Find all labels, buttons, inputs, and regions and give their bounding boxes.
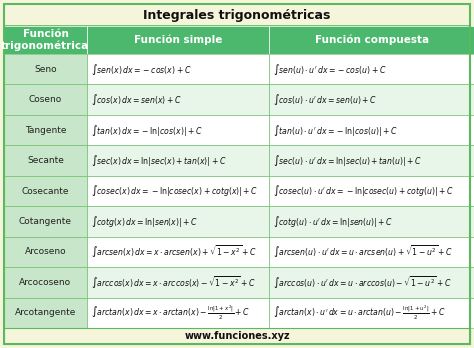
Bar xyxy=(4,85,87,115)
Bar xyxy=(87,54,269,85)
Text: $\int cosec(u) \cdot u'\, dx = -\ln|cosec(u) + cotg(u)| + C$: $\int cosec(u) \cdot u'\, dx = -\ln|cose… xyxy=(273,183,454,198)
Bar xyxy=(4,267,87,298)
Text: $\int cotg(x)\, dx = \ln|sen(x)| + C$: $\int cotg(x)\, dx = \ln|sen(x)| + C$ xyxy=(91,214,198,229)
Text: $\int arcsen(x)\, dx = x \cdot arcsen(x) + \sqrt{1-x^2} + C$: $\int arcsen(x)\, dx = x \cdot arcsen(x)… xyxy=(91,244,257,260)
Bar xyxy=(269,176,474,206)
Bar xyxy=(4,115,87,145)
Bar xyxy=(87,176,269,206)
Bar xyxy=(87,115,269,145)
Bar xyxy=(269,237,474,267)
Text: $\int arccos(x)\, dx = x \cdot arccos(x) - \sqrt{1-x^2} + C$: $\int arccos(x)\, dx = x \cdot arccos(x)… xyxy=(91,274,256,291)
Text: Cosecante: Cosecante xyxy=(22,187,69,196)
Text: Secante: Secante xyxy=(27,156,64,165)
Bar xyxy=(269,26,474,54)
Bar xyxy=(4,176,87,206)
Text: $\int sen(x)\, dx = -cos(x) + C$: $\int sen(x)\, dx = -cos(x) + C$ xyxy=(91,62,191,77)
Bar xyxy=(269,115,474,145)
Bar xyxy=(4,237,87,267)
Bar xyxy=(269,298,474,328)
Text: $\int cos(u) \cdot u'\, dx = sen(u) + C$: $\int cos(u) \cdot u'\, dx = sen(u) + C$ xyxy=(273,92,378,107)
Bar xyxy=(4,4,470,26)
Text: $\int cosec(x)\, dx = -\ln|cosec(x) + cotg(x)| + C$: $\int cosec(x)\, dx = -\ln|cosec(x) + co… xyxy=(91,183,258,198)
Text: $\int arcsen(u) \cdot u'\, dx = u \cdot arcsen(u) + \sqrt{1-u^2} + C$: $\int arcsen(u) \cdot u'\, dx = u \cdot … xyxy=(273,244,454,260)
Bar xyxy=(269,267,474,298)
Text: Función compuesta: Función compuesta xyxy=(315,35,429,45)
Bar xyxy=(4,328,470,344)
Text: Arcoseno: Arcoseno xyxy=(25,247,66,256)
Bar xyxy=(87,298,269,328)
Text: $\int tan(u) \cdot u'\, dx = -\ln|cos(u)| + C$: $\int tan(u) \cdot u'\, dx = -\ln|cos(u)… xyxy=(273,122,398,137)
Text: Función
trigonométrica: Función trigonométrica xyxy=(1,29,90,51)
Bar xyxy=(87,85,269,115)
Text: Integrales trigonométricas: Integrales trigonométricas xyxy=(143,8,331,22)
Text: $\int cotg(u) \cdot u'\, dx = \ln|sen(u)| + C$: $\int cotg(u) \cdot u'\, dx = \ln|sen(u)… xyxy=(273,214,394,229)
Text: www.funciones.xyz: www.funciones.xyz xyxy=(184,331,290,341)
Text: $\int sec(x)\, dx = \ln|sec(x) + tan(x)| + C$: $\int sec(x)\, dx = \ln|sec(x) + tan(x)|… xyxy=(91,153,227,168)
Text: Función simple: Función simple xyxy=(134,35,222,45)
Text: Arcocoseno: Arcocoseno xyxy=(19,278,72,287)
Bar xyxy=(269,206,474,237)
Bar xyxy=(4,54,87,85)
Text: $\int tan(x)\, dx = -\ln|cos(x)| + C$: $\int tan(x)\, dx = -\ln|cos(x)| + C$ xyxy=(91,122,203,137)
Text: Arcotangente: Arcotangente xyxy=(15,308,76,317)
Text: Seno: Seno xyxy=(34,65,57,74)
Text: $\int sec(u) \cdot u'\, dx = \ln|sec(u) + tan(u)| + C$: $\int sec(u) \cdot u'\, dx = \ln|sec(u) … xyxy=(273,153,422,168)
Text: $\int arccos(u) \cdot u'\, dx = u \cdot arccos(u) - \sqrt{1-u^2} + C$: $\int arccos(u) \cdot u'\, dx = u \cdot … xyxy=(273,274,452,291)
Bar xyxy=(87,206,269,237)
Text: $\int cos(x)\, dx = sen(x) + C$: $\int cos(x)\, dx = sen(x) + C$ xyxy=(91,92,182,107)
Bar xyxy=(4,298,87,328)
Bar xyxy=(4,206,87,237)
Text: Cotangente: Cotangente xyxy=(19,217,72,226)
Text: Tangente: Tangente xyxy=(25,126,66,135)
Bar xyxy=(4,145,87,176)
Bar xyxy=(269,54,474,85)
Bar xyxy=(87,26,269,54)
Bar xyxy=(269,85,474,115)
Bar xyxy=(87,267,269,298)
Bar xyxy=(87,237,269,267)
Text: $\int arctan(x)\, dx = x \cdot arctan(x) - \frac{\ln|1+x^2|}{2} + C$: $\int arctan(x)\, dx = x \cdot arctan(x)… xyxy=(91,303,250,322)
Text: Coseno: Coseno xyxy=(29,95,62,104)
Bar xyxy=(87,145,269,176)
Bar xyxy=(269,145,474,176)
Text: $\int arctan(x) \cdot u'\, dx = u \cdot arctan(u) - \frac{\ln|1+u^2|}{2} + C$: $\int arctan(x) \cdot u'\, dx = u \cdot … xyxy=(273,303,446,322)
Bar xyxy=(4,26,87,54)
Text: $\int sen(u) \cdot u'\, dx = -cos(u) + C$: $\int sen(u) \cdot u'\, dx = -cos(u) + C… xyxy=(273,62,387,77)
